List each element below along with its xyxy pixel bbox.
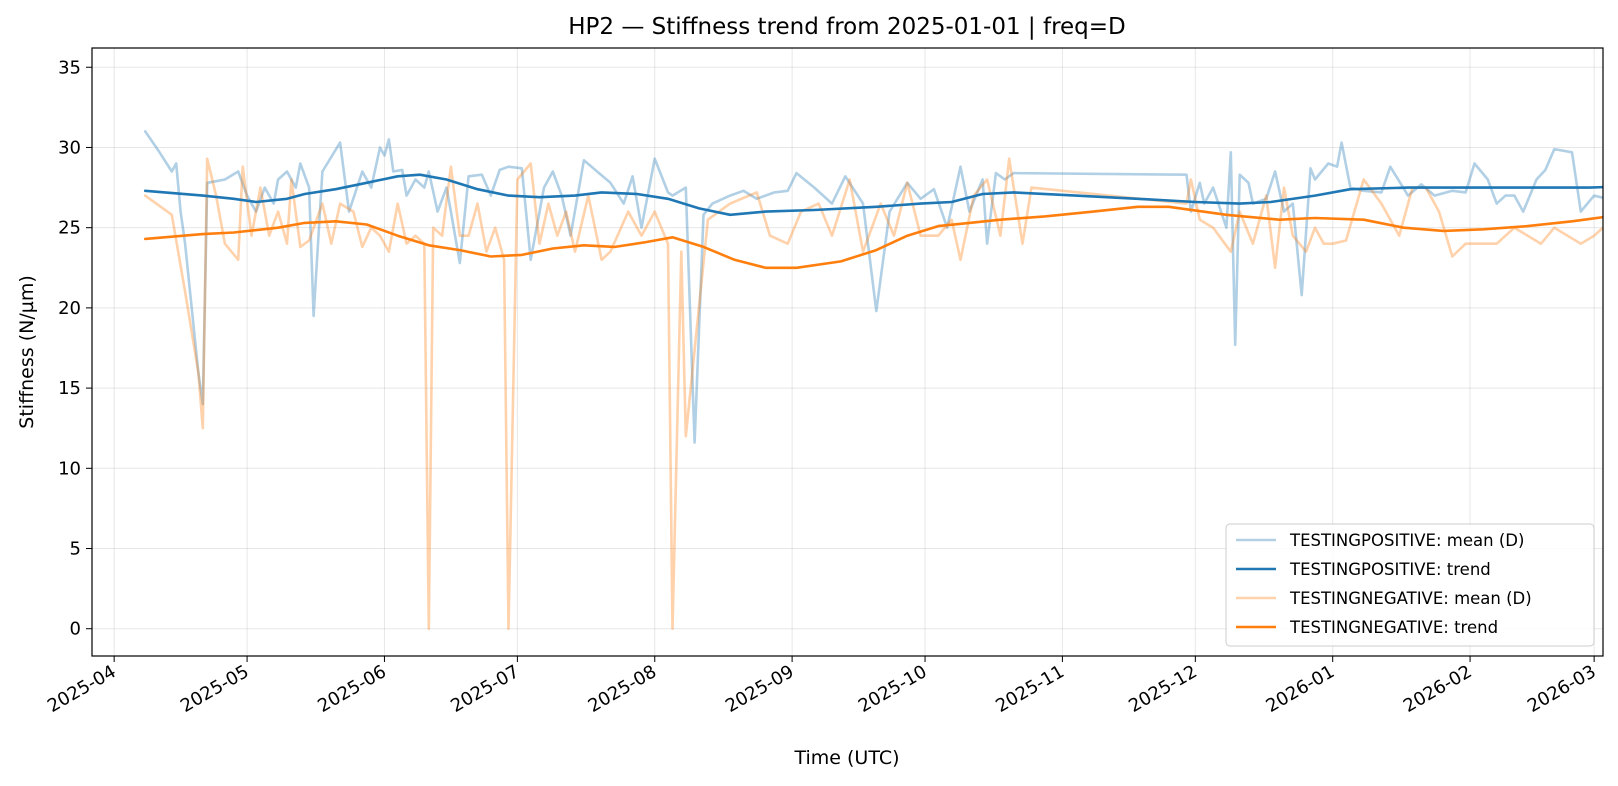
chart-title: HP2 — Stiffness trend from 2025-01-01 | … [568,14,1126,40]
series-positive-trend-line [143,173,1603,217]
legend-label-negative-mean: TESTINGNEGATIVE: mean (D) [1289,589,1532,608]
y-tick-label: 15 [58,378,81,399]
series-negative-mean-line [143,157,1603,631]
series-positive-mean-line [143,130,1603,444]
y-tick-label: 5 [70,539,81,560]
y-tick-label: 10 [58,458,81,479]
series-negative-trend-line [143,205,1603,270]
y-tick-label: 35 [58,57,81,78]
y-tick-label: 0 [70,619,81,640]
x-axis-title: Time (UTC) [793,747,899,769]
y-axis-title: Stiffness (N/µm) [16,275,38,428]
legend-label-negative-trend: TESTINGNEGATIVE: trend [1289,618,1498,637]
series-layer [143,130,1603,631]
legend-label-positive-trend: TESTINGPOSITIVE: trend [1289,560,1491,579]
legend: TESTINGPOSITIVE: mean (D) TESTINGPOSITIV… [1225,523,1595,647]
legend-box [1225,523,1595,647]
y-axis: 0 5 10 15 20 25 30 35 [58,57,92,640]
plot-frame [91,47,1604,657]
y-tick-label: 20 [58,298,81,319]
y-tick-label: 30 [58,137,81,158]
plot-area [143,130,1603,631]
y-tick-label: 25 [58,218,81,239]
legend-label-positive-mean: TESTINGPOSITIVE: mean (D) [1289,531,1524,550]
